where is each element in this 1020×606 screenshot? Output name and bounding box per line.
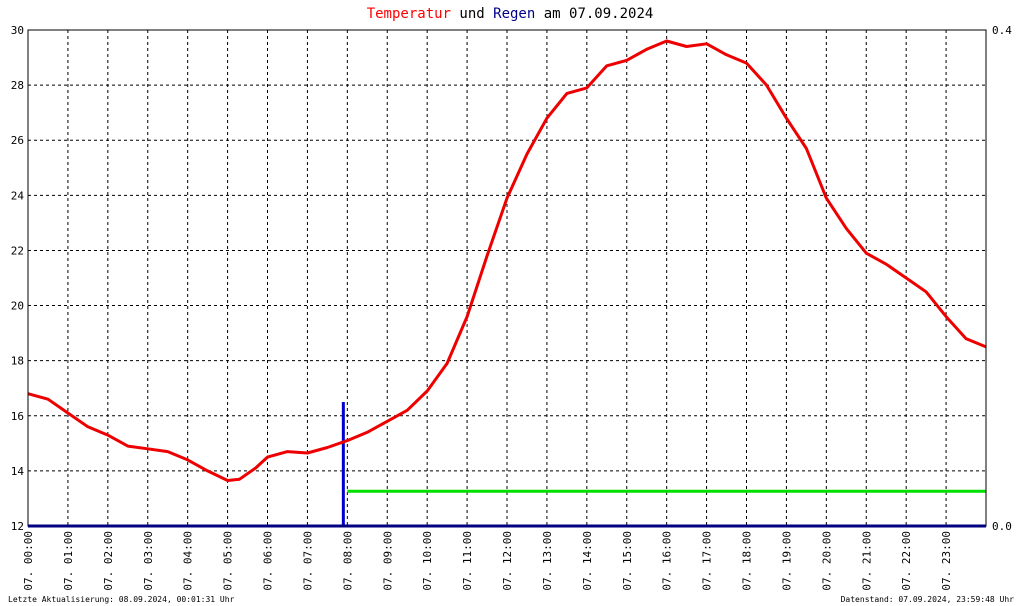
- axes: [27, 29, 987, 528]
- x-tick-label: 07. 17:00: [701, 531, 714, 591]
- y-tick-label: 18: [11, 355, 24, 368]
- x-tick-label: 07. 00:00: [22, 531, 35, 591]
- x-tick-label: 07. 03:00: [142, 531, 155, 591]
- x-tick-label: 07. 16:00: [661, 531, 674, 591]
- x-tick-label: 07. 13:00: [541, 531, 554, 591]
- y2-tick-label: 0.4: [992, 24, 1012, 37]
- x-tick-label: 07. 21:00: [860, 531, 873, 591]
- x-tick-label: 07. 05:00: [222, 531, 235, 591]
- x-tick-label: 07. 14:00: [581, 531, 594, 591]
- title-temperature: Temperatur: [367, 6, 451, 22]
- x-tick-label: 07. 09:00: [381, 531, 394, 591]
- chart-title: Temperatur und Regen am 07.09.2024: [367, 6, 654, 22]
- plot-area: [27, 39, 987, 526]
- x-tick-label: 07. 11:00: [461, 531, 474, 591]
- y-tick-label: 12: [11, 520, 24, 533]
- x-tick-label: 07. 12:00: [501, 531, 514, 591]
- footer-last-update: Letzte Aktualisierung: 08.09.2024, 00:01…: [8, 595, 235, 604]
- x-tick-label: 07. 10:00: [421, 531, 434, 591]
- y-tick-label: 26: [11, 134, 24, 147]
- x-tick-label: 07. 06:00: [262, 531, 275, 591]
- x-tick-label: 07. 04:00: [182, 531, 195, 591]
- x-tick-label: 07. 07:00: [301, 531, 314, 591]
- y-tick-label: 14: [11, 465, 25, 478]
- y-tick-label: 30: [11, 24, 24, 37]
- grid: [28, 30, 986, 526]
- y-tick-label: 16: [11, 410, 24, 423]
- x-tick-label: 07. 15:00: [621, 531, 634, 591]
- y-tick-label: 22: [11, 244, 24, 257]
- x-tick-label: 07. 22:00: [900, 531, 913, 591]
- x-tick-label: 07. 01:00: [62, 531, 75, 591]
- x-tick-label: 07. 23:00: [940, 531, 953, 591]
- y2-tick-label: 0.0: [992, 520, 1012, 533]
- x-tick-label: 07. 19:00: [780, 531, 793, 591]
- x-tick-label: 07. 02:00: [102, 531, 115, 591]
- title-rain: Regen: [493, 6, 535, 22]
- y-tick-label: 24: [11, 189, 25, 202]
- y-tick-label: 20: [11, 300, 24, 313]
- footer-data-status: Datenstand: 07.09.2024, 23:59:48 Uhr: [841, 595, 1015, 604]
- temperature-series: [27, 39, 987, 482]
- x-tick-label: 07. 18:00: [741, 531, 754, 591]
- x-tick-label: 07. 08:00: [341, 531, 354, 591]
- x-tick-label: 07. 20:00: [820, 531, 833, 591]
- tick-labels: 12 14 16 18 20 22 24 26 28 30 0.0 0.4 07. 00:00 07. 0…: [11, 24, 1012, 591]
- title-und: und: [451, 6, 493, 22]
- y-tick-label: 28: [11, 79, 24, 92]
- title-date: am 07.09.2024: [535, 6, 653, 22]
